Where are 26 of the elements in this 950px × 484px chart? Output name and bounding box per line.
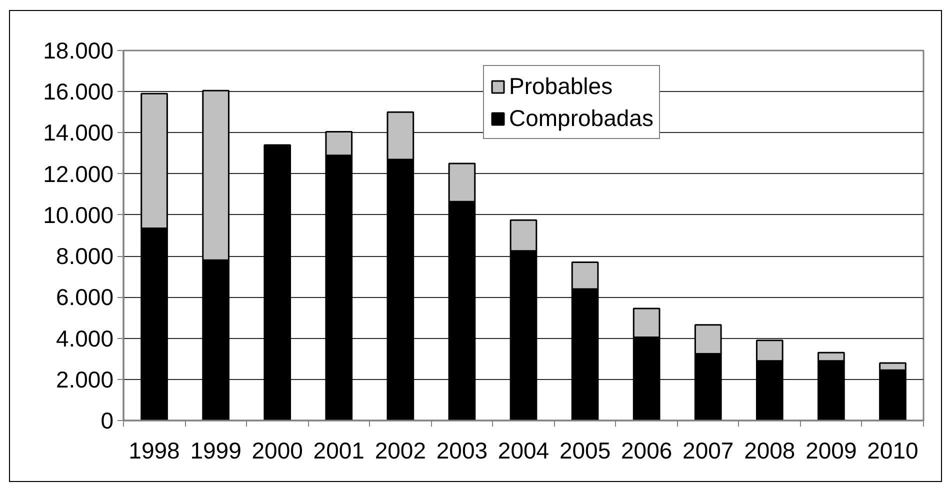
x-tick-label: 2005 bbox=[559, 438, 611, 464]
y-tick-label: 8.000 bbox=[56, 243, 114, 270]
y-tick-label: 12.000 bbox=[43, 160, 114, 187]
x-tick-label: 2003 bbox=[436, 438, 488, 464]
x-tick-label: 2001 bbox=[313, 438, 364, 464]
x-tick-label: 2010 bbox=[867, 438, 918, 464]
y-tick-label: 10.000 bbox=[43, 202, 114, 228]
x-tick-label: 2008 bbox=[744, 438, 796, 464]
bar bbox=[264, 144, 292, 420]
x-tick-label: 1999 bbox=[190, 438, 242, 464]
x-tick-label: 2007 bbox=[682, 438, 734, 464]
y-tick-label: 14.000 bbox=[43, 120, 114, 146]
y-tick-label: 0 bbox=[100, 408, 114, 434]
y-tick-label: 16.000 bbox=[43, 78, 114, 105]
legend-label: Comprobadas bbox=[509, 104, 654, 132]
x-tick-label: 1998 bbox=[128, 438, 180, 464]
x-tick-label: 2004 bbox=[498, 438, 550, 464]
y-tick-label: 4.000 bbox=[56, 325, 114, 352]
y-tick-label: 6.000 bbox=[56, 284, 114, 310]
x-tick-label: 2002 bbox=[374, 438, 426, 464]
x-tick-label: 2000 bbox=[252, 438, 303, 464]
x-tick-label: 2009 bbox=[806, 438, 857, 464]
x-tick-label: 2006 bbox=[620, 438, 672, 464]
y-tick-label: 2.000 bbox=[56, 366, 114, 392]
y-tick-label: 18.000 bbox=[43, 38, 114, 64]
legend-label: Probables bbox=[509, 72, 613, 100]
